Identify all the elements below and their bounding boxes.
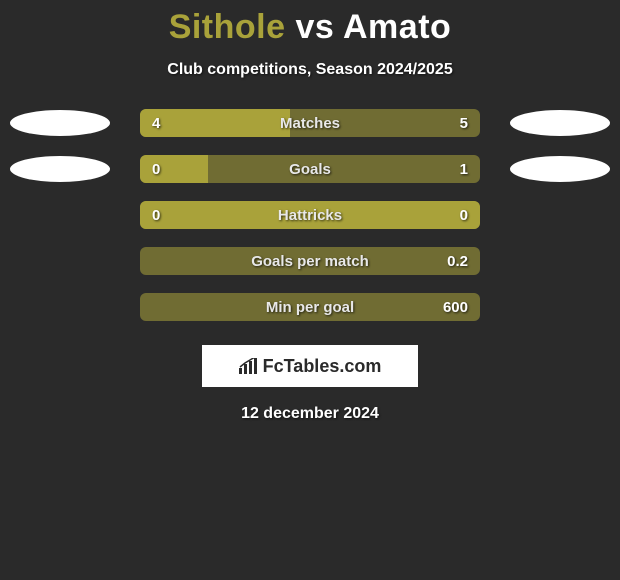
stat-row: 0 Goals 1 <box>0 155 620 183</box>
stat-row: 0 Hattricks 0 <box>0 201 620 229</box>
stat-label: Hattricks <box>278 207 342 224</box>
stat-value-left: 4 <box>152 115 160 132</box>
stat-bar: 0 Goals 1 <box>140 155 480 183</box>
stat-value-right: 600 <box>443 299 468 316</box>
stat-bar: Min per goal 600 <box>140 293 480 321</box>
stat-value-left: 0 <box>152 207 160 224</box>
player1-ellipse <box>10 156 110 182</box>
player2-name: Amato <box>343 8 451 46</box>
stat-label: Min per goal <box>266 299 354 316</box>
logo-box: FcTables.com <box>202 345 418 387</box>
bar-fill-left <box>140 109 290 137</box>
stat-row: 4 Matches 5 <box>0 109 620 137</box>
player2-ellipse <box>510 110 610 136</box>
chart-icon <box>239 358 259 374</box>
stat-value-left: 0 <box>152 161 160 178</box>
stat-value-right: 1 <box>460 161 468 178</box>
date-text: 12 december 2024 <box>241 405 379 423</box>
subtitle: Club competitions, Season 2024/2025 <box>167 61 452 79</box>
stat-row: Min per goal 600 <box>0 293 620 321</box>
stat-bar: Goals per match 0.2 <box>140 247 480 275</box>
stat-label: Goals per match <box>251 253 369 270</box>
stat-row: Goals per match 0.2 <box>0 247 620 275</box>
stats-rows: 4 Matches 5 0 Goals 1 0 Hattricks 0 Goals per mat… <box>0 109 620 321</box>
comparison-widget: Sithole vs Amato Club competitions, Seas… <box>0 0 620 580</box>
bar-fill-left <box>140 155 208 183</box>
stat-bar: 4 Matches 5 <box>140 109 480 137</box>
stat-value-right: 5 <box>460 115 468 132</box>
stat-bar: 0 Hattricks 0 <box>140 201 480 229</box>
player2-ellipse <box>510 156 610 182</box>
stat-label: Goals <box>289 161 331 178</box>
player1-ellipse <box>10 110 110 136</box>
vs-text: vs <box>295 8 334 46</box>
page-title: Sithole vs Amato <box>169 8 452 47</box>
stat-label: Matches <box>280 115 340 132</box>
player1-name: Sithole <box>169 8 286 46</box>
stat-value-right: 0 <box>460 207 468 224</box>
stat-value-right: 0.2 <box>447 253 468 270</box>
logo: FcTables.com <box>239 356 382 377</box>
logo-text: FcTables.com <box>263 356 382 377</box>
